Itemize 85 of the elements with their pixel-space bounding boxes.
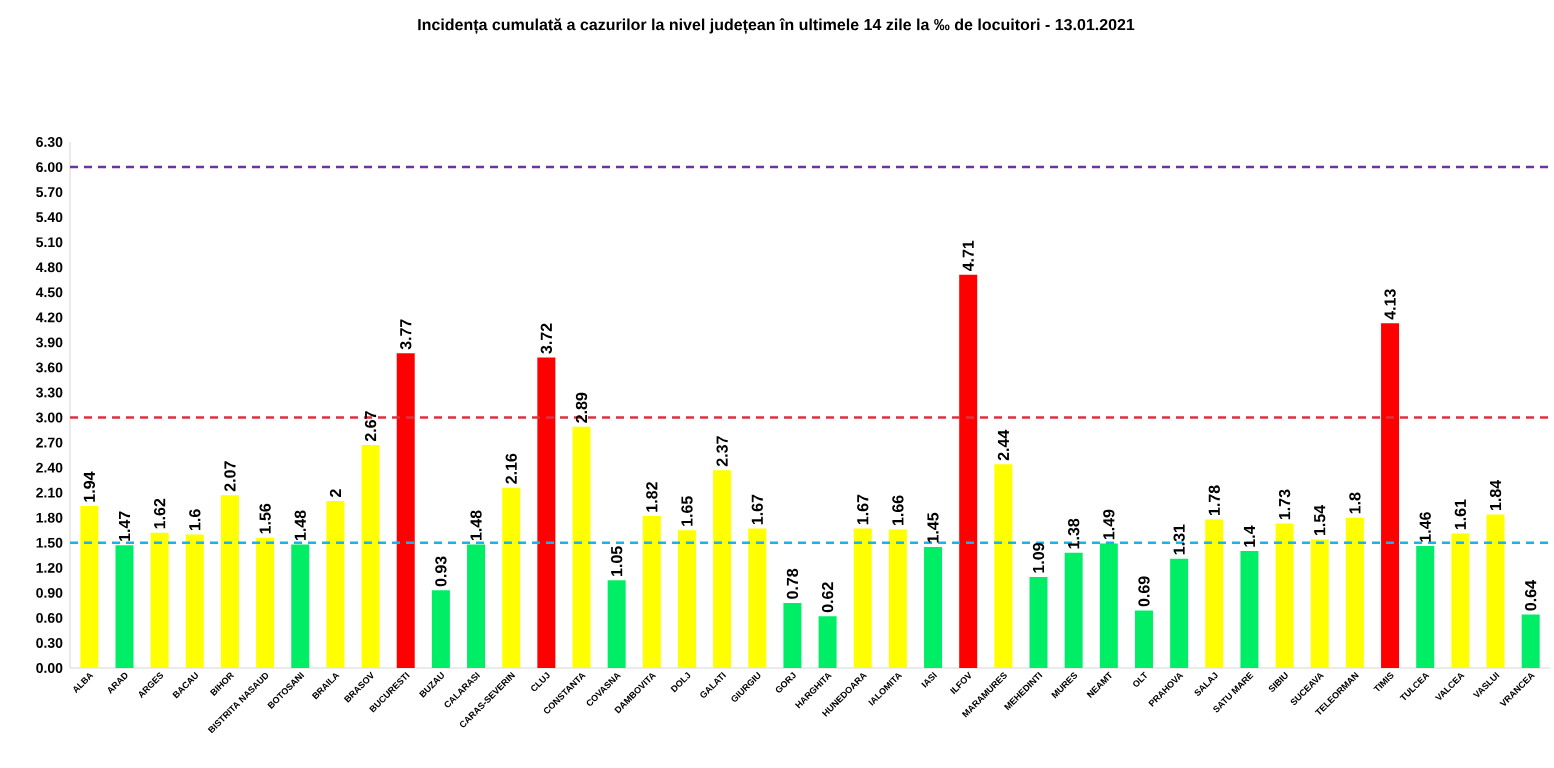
data-label: 1.65: [681, 496, 693, 526]
chart-title: Incidența cumulată a cazurilor la nivel județean în ultimele 14 zile la ‰ de locuitori - 13.01.2021: [418, 18, 1135, 34]
bar: [607, 580, 626, 668]
data-label: 0.64: [1525, 580, 1537, 611]
bar: [994, 464, 1013, 668]
data-label: 1.54: [1314, 504, 1326, 536]
data-label: 1.62: [153, 498, 166, 529]
bar: [924, 546, 943, 668]
bar: [783, 602, 802, 668]
bar: [1134, 610, 1153, 668]
data-label: 1.73: [1278, 489, 1291, 520]
data-label: 1.48: [294, 510, 306, 541]
bar: [748, 528, 767, 668]
data-label: 2.37: [716, 436, 728, 467]
data-label: 1.38: [1067, 518, 1080, 549]
bar: [677, 530, 696, 668]
data-label: 1.09: [1032, 543, 1045, 573]
data-label: 1.46: [1419, 512, 1431, 542]
data-label: 4.13: [1384, 289, 1396, 320]
data-label: 2: [329, 489, 342, 498]
bar: [713, 470, 732, 668]
bar: [502, 487, 521, 668]
bar: [185, 534, 204, 668]
bar: [1170, 558, 1189, 668]
bar: [80, 506, 99, 668]
bar: [642, 516, 661, 668]
data-label: 4.71: [962, 240, 974, 272]
bar: [361, 445, 380, 668]
bar: [115, 545, 134, 668]
bar: [1451, 533, 1470, 668]
data-label: 1.31: [1173, 524, 1185, 555]
data-label: 1.67: [857, 494, 869, 525]
bar: [1099, 543, 1118, 668]
data-label: 1.67: [751, 494, 763, 525]
bar: [888, 529, 907, 668]
data-label: 1.4: [1243, 525, 1255, 547]
data-label: 1.78: [1208, 485, 1220, 515]
bar: [1275, 523, 1294, 668]
bar: [256, 537, 275, 668]
bar: [1486, 514, 1505, 668]
bar: [1416, 546, 1435, 668]
bar: [291, 544, 310, 668]
bar: [537, 357, 556, 668]
data-label: 3.72: [540, 323, 553, 354]
bar: [1345, 517, 1364, 668]
bar: [853, 528, 872, 668]
data-label: 1.84: [1489, 479, 1502, 510]
data-label: 1.05: [611, 546, 623, 576]
data-label: 1.47: [118, 511, 130, 541]
bar: [1205, 519, 1224, 668]
data-label: 3.77: [400, 319, 412, 350]
bar: [326, 501, 345, 668]
data-label: 2.89: [575, 392, 588, 423]
data-label: 1.66: [892, 495, 904, 526]
bar: [467, 544, 486, 668]
data-label: 0.62: [821, 582, 834, 613]
data-label: 2.67: [364, 411, 377, 442]
data-label: 1.8: [1349, 492, 1361, 514]
bar: [572, 426, 591, 668]
data-label: 1.45: [927, 512, 939, 543]
data-label: 0.69: [1138, 576, 1150, 607]
bar: [818, 616, 837, 668]
bar: [220, 495, 239, 668]
bar: [150, 532, 169, 668]
data-label: 2.07: [224, 461, 236, 492]
bar: [431, 590, 450, 668]
data-label: 1.56: [259, 503, 271, 534]
bar: [396, 353, 415, 668]
data-label: 1.82: [646, 482, 658, 512]
bar: [1310, 539, 1329, 668]
data-label: 0.93: [435, 556, 447, 587]
data-label: 1.6: [189, 509, 201, 531]
data-label: 0.78: [786, 568, 799, 599]
bar: [1029, 577, 1048, 668]
data-label: 1.48: [470, 510, 482, 541]
bar: [1381, 323, 1400, 668]
data-label: 1.61: [1454, 499, 1467, 530]
bar: [1064, 552, 1083, 668]
bar: [959, 274, 978, 668]
bar: [1240, 551, 1259, 668]
data-label: 2.16: [505, 453, 517, 484]
bar: [1521, 614, 1540, 668]
data-label: 1.49: [1103, 509, 1115, 540]
data-label: 1.94: [83, 471, 96, 502]
data-label: 2.44: [997, 429, 1009, 461]
